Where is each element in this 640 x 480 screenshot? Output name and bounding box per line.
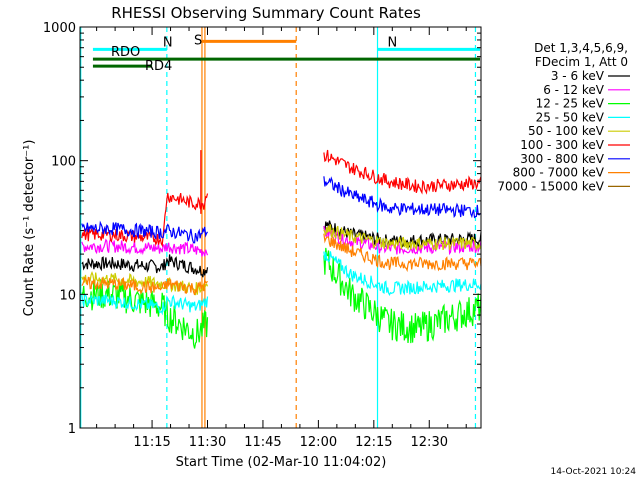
x-tick-label-5: 12:30 bbox=[411, 435, 448, 450]
series-3-segment-0 bbox=[81, 293, 209, 316]
series-lines bbox=[81, 149, 482, 349]
legend-label-3: 25 - 50 keV bbox=[536, 110, 605, 124]
y-axis-ticks: 1 10 100 1000 bbox=[43, 21, 481, 437]
series-7-segment-1 bbox=[323, 233, 482, 273]
series-6-segment-1 bbox=[323, 176, 482, 219]
x-tick-label-2: 11:45 bbox=[244, 435, 281, 450]
legend-label-7: 800 - 7000 keV bbox=[513, 166, 605, 180]
series-2-segment-1 bbox=[323, 247, 482, 344]
state-flags: N N RDO RD4 S bbox=[92, 33, 480, 74]
series-3-segment-1 bbox=[323, 251, 482, 297]
legend-label-1: 6 - 12 keV bbox=[543, 83, 605, 97]
series-1-segment-1 bbox=[323, 225, 482, 256]
y-tick-label-1: 10 bbox=[59, 288, 76, 303]
series-1-segment-0 bbox=[81, 237, 209, 257]
axes bbox=[79, 26, 482, 429]
series-0-segment-0 bbox=[81, 254, 209, 278]
flag-label-2: RDO bbox=[111, 45, 140, 60]
chart-title: RHESSI Observing Summary Count Rates bbox=[111, 4, 421, 22]
series-7-segment-0 bbox=[81, 276, 208, 296]
x-tick-label-0: 11:15 bbox=[133, 435, 170, 450]
legend-label-8: 7000 - 15000 keV bbox=[497, 179, 604, 193]
x-tick-label-4: 12:15 bbox=[355, 435, 392, 450]
legend-label-2: 12 - 25 keV bbox=[536, 97, 605, 111]
x-axis-label: Start Time (02-Mar-10 11:04:02) bbox=[176, 455, 387, 470]
legend-header-line-1: Det 1,3,4,5,6,9, bbox=[534, 41, 628, 55]
flag-label-3: RD4 bbox=[145, 59, 172, 74]
y-tick-label-0: 1 bbox=[68, 422, 76, 437]
x-tick-label-3: 12:00 bbox=[300, 435, 337, 450]
timestamp: 14-Oct-2021 10:24 bbox=[551, 467, 637, 477]
x-axis-ticks: 11:15 11:30 11:45 12:00 12:15 12:30 bbox=[96, 27, 467, 450]
flag-label-1: N bbox=[388, 35, 398, 50]
legend: Det 1,3,4,5,6,9, FDecim 1, Att 0 3 - 6 k… bbox=[497, 41, 630, 193]
legend-label-0: 3 - 6 keV bbox=[551, 69, 605, 83]
series-5-segment-0 bbox=[81, 192, 209, 248]
flag-label-0: N bbox=[163, 35, 173, 50]
y-tick-label-3: 1000 bbox=[43, 21, 76, 36]
legend-label-4: 50 - 100 keV bbox=[528, 124, 605, 138]
series-5-segment-1 bbox=[323, 149, 482, 195]
plot-frame bbox=[79, 26, 482, 429]
y-axis-label: Count Rate (s⁻¹ detector⁻¹) bbox=[22, 140, 37, 317]
legend-label-5: 100 - 300 keV bbox=[520, 138, 604, 152]
y-tick-label-2: 100 bbox=[51, 155, 76, 170]
legend-header-line-2: FDecim 1, Att 0 bbox=[535, 55, 628, 69]
series-4-segment-1 bbox=[323, 224, 482, 252]
series-6-segment-0 bbox=[81, 220, 209, 244]
flag-label-4: S bbox=[194, 33, 202, 48]
x-tick-label-1: 11:30 bbox=[189, 435, 226, 450]
legend-label-6: 300 - 800 keV bbox=[520, 152, 604, 166]
